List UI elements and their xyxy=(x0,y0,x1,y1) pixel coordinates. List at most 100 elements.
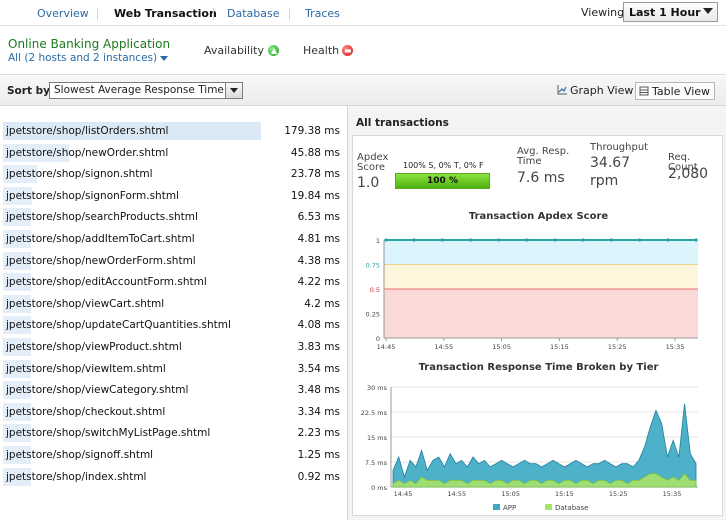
apdex-point xyxy=(553,238,557,242)
transaction-name[interactable]: jpetstore/shop/editAccountForm.shtml xyxy=(6,276,207,289)
transaction-row[interactable]: jpetstore/shop/signonForm.shtml 19.84 ms xyxy=(3,186,343,205)
transaction-row[interactable]: jpetstore/shop/viewProduct.shtml 3.83 ms xyxy=(3,338,343,356)
response-time-bar xyxy=(3,251,31,270)
transaction-time: 3.54 ms xyxy=(297,362,340,375)
transaction-row[interactable]: jpetstore/shop/editAccountForm.shtml 4.22… xyxy=(3,273,343,292)
transaction-name[interactable]: jpetstore/shop/signon.shtml xyxy=(6,168,153,181)
sort-toolbar: Sort by. Slowest Average Response Time G… xyxy=(0,76,726,106)
apdex-progress-text: 100 % xyxy=(427,176,458,186)
x-tick-label: 14:45 xyxy=(394,490,413,498)
tab-database[interactable]: Database xyxy=(227,7,280,20)
transaction-name[interactable]: jpetstore/shop/searchProducts.shtml xyxy=(6,211,198,224)
transaction-row[interactable]: jpetstore/shop/addItemToCart.shtml 4.81 m… xyxy=(3,230,343,248)
table-view-label: Table View xyxy=(652,85,711,98)
series-area-database xyxy=(392,473,697,488)
transaction-name[interactable]: jpetstore/shop/viewCategory.shtml xyxy=(6,384,189,397)
instance-filter[interactable]: All (2 hosts and 2 instances) xyxy=(8,52,169,64)
transaction-name[interactable]: jpetstore/shop/viewCart.shtml xyxy=(6,297,165,310)
transaction-time: 4.22 ms xyxy=(297,276,340,289)
transaction-row[interactable]: jpetstore/shop/newOrderForm.shtml 4.38 ms xyxy=(3,251,343,270)
apdex-point xyxy=(525,238,529,242)
transaction-name[interactable]: jpetstore/shop/updateCartQuantities.shtm… xyxy=(6,319,231,332)
instance-filter-label: All (2 hosts and 2 instances) xyxy=(8,52,158,64)
viewing-label: Viewing xyxy=(581,6,625,19)
graph-view-label: Graph View xyxy=(570,84,634,97)
transaction-name[interactable]: jpetstore/shop/newOrder.shtml xyxy=(6,146,169,159)
response-time-chart: 0 ms 7.5 ms 15 ms 22.5 ms 30 ms 14:45 14:55 15:… xyxy=(361,384,698,512)
y-tick-label: 1 xyxy=(376,237,380,245)
response-time-bar xyxy=(3,273,31,292)
transaction-row[interactable]: jpetstore/shop/newOrder.shtml 45.88 ms xyxy=(3,143,343,162)
transaction-row[interactable]: jpetstore/shop/viewCategory.shtml 3.48 ms xyxy=(3,381,343,400)
transaction-row[interactable]: jpetstore/shop/searchProducts.shtml 6.53 … xyxy=(3,208,343,227)
y-tick-label: 0.5 xyxy=(370,286,380,294)
response-time-bar xyxy=(3,165,38,184)
response-time-bar xyxy=(3,381,31,400)
health-critical-icon[interactable]: ▬ xyxy=(342,45,353,56)
transaction-name[interactable]: jpetstore/shop/addItemToCart.shtml xyxy=(6,233,195,245)
transaction-name[interactable]: jpetstore/shop/viewItem.shtml xyxy=(6,362,166,375)
avg-resp-value: 7.6 ms xyxy=(517,170,565,186)
tab-web-transaction[interactable]: Web Transaction xyxy=(114,7,217,20)
transaction-name[interactable]: jpetstore/shop/switchMyListPage.shtml xyxy=(6,427,211,440)
transaction-name[interactable]: jpetstore/shop/newOrderForm.shtml xyxy=(6,254,196,267)
apdex-zone xyxy=(384,240,698,265)
transaction-time: 3.83 ms xyxy=(297,341,340,353)
transaction-row[interactable]: jpetstore/shop/viewItem.shtml 3.54 ms xyxy=(3,359,343,378)
response-time-bar xyxy=(3,186,32,205)
chevron-down-icon xyxy=(703,8,713,14)
time-range-select[interactable]: Last 1 Hour xyxy=(623,2,718,22)
transaction-row[interactable]: jpetstore/shop/listOrders.shtml 179.38 ms xyxy=(3,122,343,140)
apdex-point xyxy=(468,238,473,242)
transaction-time: 4.81 ms xyxy=(297,233,340,245)
transaction-row[interactable]: jpetstore/shop/updateCartQuantities.shtm… xyxy=(3,316,343,335)
apdex-zone xyxy=(384,289,698,338)
panel-title: All transactions xyxy=(356,117,449,129)
transaction-name[interactable]: jpetstore/shop/listOrders.shtml xyxy=(6,125,169,137)
transaction-time: 45.88 ms xyxy=(290,146,340,159)
table-view-button[interactable]: Table View xyxy=(635,82,716,100)
transaction-time: 4.2 ms xyxy=(304,297,340,310)
y-tick-label: 0.25 xyxy=(366,311,380,319)
transaction-time: 4.38 ms xyxy=(297,254,340,267)
x-tick-label: 14:45 xyxy=(377,343,396,351)
sort-select[interactable]: Slowest Average Response Time xyxy=(49,82,243,99)
availability-up-icon[interactable]: ▲ xyxy=(268,45,279,56)
throughput-label: Throughput xyxy=(590,142,649,153)
avg-resp-label-line-2: Time xyxy=(517,156,542,167)
transaction-row[interactable]: jpetstore/shop/signoff.shtml 1.25 ms xyxy=(3,446,343,464)
y-tick-label: 15 ms xyxy=(367,434,388,442)
transaction-row[interactable]: jpetstore/shop/viewCart.shtml 4.2 ms xyxy=(3,294,343,313)
y-tick-label: 22.5 ms xyxy=(361,409,388,417)
transaction-row[interactable]: jpetstore/shop/signon.shtml 23.78 ms xyxy=(3,165,343,184)
y-tick-label: 0 xyxy=(376,335,380,343)
transaction-time: 179.38 ms xyxy=(284,125,340,137)
chevron-down-icon xyxy=(160,55,169,61)
top-nav: Overview Web Transaction Database Traces… xyxy=(0,0,726,26)
transaction-name[interactable]: jpetstore/shop/viewProduct.shtml xyxy=(6,341,182,353)
apdex-point xyxy=(638,238,642,242)
transaction-row[interactable]: jpetstore/shop/checkout.shtml 3.34 ms xyxy=(3,402,343,421)
legend-swatch xyxy=(545,504,552,510)
transaction-row[interactable]: jpetstore/shop/index.shtml 0.92 ms xyxy=(3,467,343,486)
transaction-row[interactable]: jpetstore/shop/switchMyListPage.shtml 2.2… xyxy=(3,424,343,443)
transaction-name[interactable]: jpetstore/shop/checkout.shtml xyxy=(6,405,166,418)
transaction-name[interactable]: jpetstore/shop/signonForm.shtml xyxy=(6,189,179,202)
response-time-bar xyxy=(3,359,31,378)
response-time-bar xyxy=(3,338,31,356)
sort-select-value: Slowest Average Response Time xyxy=(54,84,224,96)
transaction-time: 1.25 ms xyxy=(297,449,340,461)
avg-resp-label: Avg. Resp. Time xyxy=(517,147,569,167)
apdex-breakdown: 100% S, 0% T, 0% F xyxy=(403,161,484,170)
sort-label: Sort by. xyxy=(7,85,54,97)
transaction-name[interactable]: jpetstore/shop/index.shtml xyxy=(6,470,147,483)
graph-view-button[interactable]: Graph View xyxy=(554,82,637,100)
transaction-time: 2.23 ms xyxy=(297,427,340,440)
response-time-bar xyxy=(3,230,31,248)
tab-overview[interactable]: Overview xyxy=(37,7,89,20)
response-time-bar xyxy=(3,402,31,421)
tab-traces[interactable]: Traces xyxy=(305,7,340,20)
apdex-point xyxy=(440,238,444,242)
transaction-name[interactable]: jpetstore/shop/signoff.shtml xyxy=(6,449,154,461)
apdex-point xyxy=(497,238,501,242)
